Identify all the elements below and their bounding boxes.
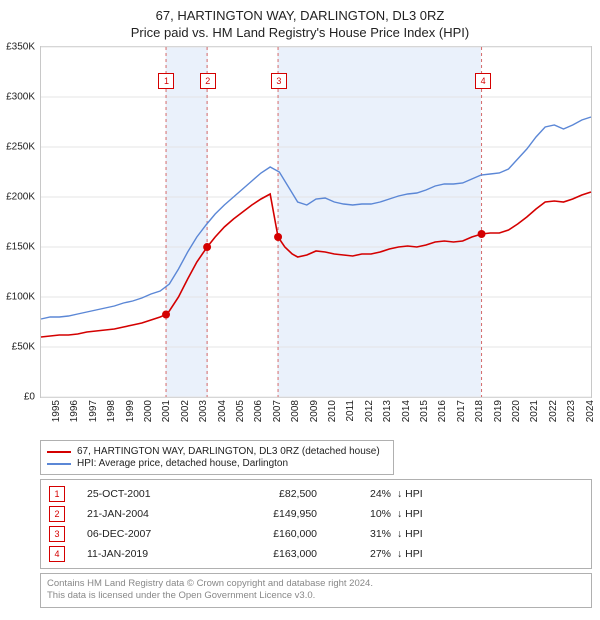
y-axis-labels: £0£50K£100K£150K£200K£250K£300K£350K bbox=[1, 47, 37, 397]
row-marker-icon: 4 bbox=[49, 546, 65, 562]
x-tick-label: 2020 bbox=[511, 400, 522, 422]
row-date: 11-JAN-2019 bbox=[87, 548, 217, 560]
row-direction: ↓ HPI bbox=[391, 488, 467, 500]
x-tick-label: 2008 bbox=[290, 400, 301, 422]
row-direction: ↓ HPI bbox=[391, 548, 467, 560]
x-tick-label: 2018 bbox=[474, 400, 485, 422]
row-date: 21-JAN-2004 bbox=[87, 508, 217, 520]
row-price: £149,950 bbox=[217, 508, 341, 520]
x-tick-label: 2003 bbox=[198, 400, 209, 422]
event-marker-icon: 4 bbox=[475, 73, 491, 89]
row-direction: ↓ HPI bbox=[391, 508, 467, 520]
x-tick-label: 2002 bbox=[180, 400, 191, 422]
table-row: 2 21-JAN-2004 £149,950 10% ↓ HPI bbox=[41, 504, 591, 524]
title-line-1: 67, HARTINGTON WAY, DARLINGTON, DL3 0RZ bbox=[0, 8, 600, 23]
x-tick-label: 2004 bbox=[217, 400, 228, 422]
table-row: 1 25-OCT-2001 £82,500 24% ↓ HPI bbox=[41, 484, 591, 504]
x-tick-label: 2012 bbox=[364, 400, 375, 422]
row-price: £163,000 bbox=[217, 548, 341, 560]
x-tick-label: 2007 bbox=[272, 400, 283, 422]
x-tick-label: 2006 bbox=[254, 400, 265, 422]
row-date: 06-DEC-2007 bbox=[87, 528, 217, 540]
x-tick-label: 2015 bbox=[419, 400, 430, 422]
x-tick-label: 2022 bbox=[548, 400, 559, 422]
event-marker-icon: 3 bbox=[271, 73, 287, 89]
x-tick-label: 2017 bbox=[456, 400, 467, 422]
footer-line-2: This data is licensed under the Open Gov… bbox=[47, 590, 585, 602]
x-tick-label: 2021 bbox=[530, 400, 541, 422]
x-tick-label: 1999 bbox=[125, 400, 136, 422]
chart-svg bbox=[41, 47, 591, 397]
row-marker-icon: 2 bbox=[49, 506, 65, 522]
x-tick-label: 2023 bbox=[566, 400, 577, 422]
event-marker-icon: 2 bbox=[200, 73, 216, 89]
y-tick-label: £350K bbox=[6, 42, 35, 53]
event-marker-icon: 1 bbox=[158, 73, 174, 89]
footer-line-1: Contains HM Land Registry data © Crown c… bbox=[47, 578, 585, 590]
legend: 67, HARTINGTON WAY, DARLINGTON, DL3 0RZ … bbox=[40, 440, 394, 475]
x-tick-label: 1998 bbox=[106, 400, 117, 422]
row-pct: 27% bbox=[341, 548, 391, 560]
table-row: 4 11-JAN-2019 £163,000 27% ↓ HPI bbox=[41, 544, 591, 564]
chart-area: £0£50K£100K£150K£200K£250K£300K£350K 123… bbox=[40, 46, 592, 398]
row-pct: 31% bbox=[341, 528, 391, 540]
legend-swatch-red bbox=[47, 451, 71, 453]
x-tick-label: 1997 bbox=[88, 400, 99, 422]
y-tick-label: £250K bbox=[6, 142, 35, 153]
x-tick-label: 2019 bbox=[493, 400, 504, 422]
y-tick-label: £200K bbox=[6, 192, 35, 203]
legend-row: 67, HARTINGTON WAY, DARLINGTON, DL3 0RZ … bbox=[47, 446, 387, 457]
row-price: £82,500 bbox=[217, 488, 341, 500]
y-tick-label: £100K bbox=[6, 292, 35, 303]
row-marker-icon: 3 bbox=[49, 526, 65, 542]
legend-swatch-blue bbox=[47, 463, 71, 465]
y-tick-label: £50K bbox=[12, 342, 35, 353]
y-tick-label: £0 bbox=[24, 392, 35, 403]
footer: Contains HM Land Registry data © Crown c… bbox=[40, 573, 592, 608]
sales-table: 1 25-OCT-2001 £82,500 24% ↓ HPI 2 21-JAN… bbox=[40, 479, 592, 569]
x-tick-label: 2016 bbox=[438, 400, 449, 422]
legend-label: 67, HARTINGTON WAY, DARLINGTON, DL3 0RZ … bbox=[77, 446, 380, 457]
x-tick-label: 2009 bbox=[309, 400, 320, 422]
x-tick-label: 2005 bbox=[235, 400, 246, 422]
x-tick-label: 1996 bbox=[70, 400, 81, 422]
titles: 67, HARTINGTON WAY, DARLINGTON, DL3 0RZ … bbox=[0, 0, 600, 46]
row-direction: ↓ HPI bbox=[391, 528, 467, 540]
row-marker-icon: 1 bbox=[49, 486, 65, 502]
y-tick-label: £150K bbox=[6, 242, 35, 253]
row-pct: 10% bbox=[341, 508, 391, 520]
legend-row: HPI: Average price, detached house, Darl… bbox=[47, 458, 387, 469]
x-tick-label: 1995 bbox=[51, 400, 62, 422]
row-pct: 24% bbox=[341, 488, 391, 500]
x-tick-label: 2001 bbox=[162, 400, 173, 422]
legend-label: HPI: Average price, detached house, Darl… bbox=[77, 458, 288, 469]
x-axis-labels: 1995 1996 1997 1998 1999 2000 2001 2002 2003 2004… bbox=[40, 400, 592, 434]
row-price: £160,000 bbox=[217, 528, 341, 540]
table-row: 3 06-DEC-2007 £160,000 31% ↓ HPI bbox=[41, 524, 591, 544]
x-tick-label: 2000 bbox=[143, 400, 154, 422]
chart-document: 67, HARTINGTON WAY, DARLINGTON, DL3 0RZ … bbox=[0, 0, 600, 608]
x-tick-label: 2014 bbox=[401, 400, 412, 422]
y-tick-label: £300K bbox=[6, 92, 35, 103]
x-tick-label: 2010 bbox=[327, 400, 338, 422]
title-line-2: Price paid vs. HM Land Registry's House … bbox=[0, 25, 600, 40]
row-date: 25-OCT-2001 bbox=[87, 488, 217, 500]
x-tick-label: 2013 bbox=[382, 400, 393, 422]
x-tick-label: 2024 bbox=[585, 400, 596, 422]
x-tick-label: 2011 bbox=[345, 400, 356, 422]
